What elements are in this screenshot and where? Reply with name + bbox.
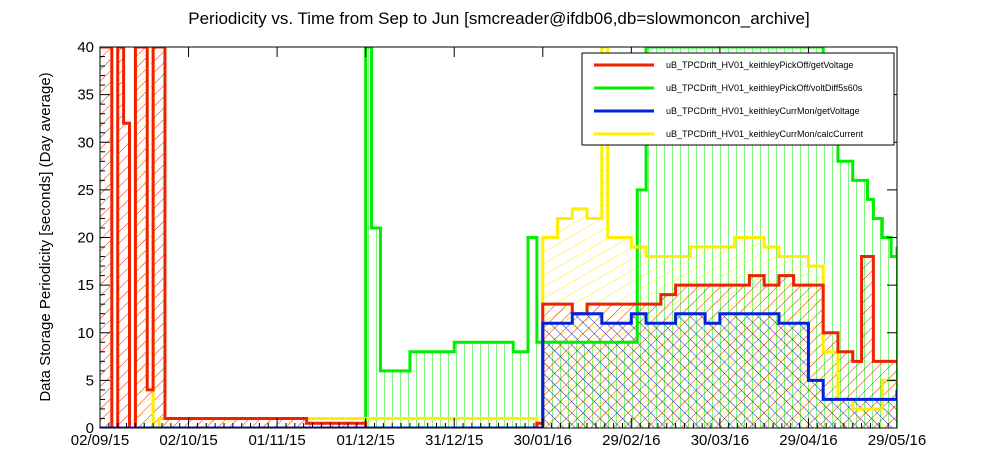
series-2-fill: [100, 313, 897, 428]
x-tick-label: 02/10/15: [159, 432, 217, 449]
x-axis: 02/09/15 02/10/15 01/11/15 01/12/15 31/12/15…: [71, 47, 926, 449]
chart-title: Periodicity vs. Time from Sep to Jun [sm…: [188, 9, 810, 28]
series-0-line: [100, 47, 897, 428]
y-axis-title: Data Storage Periodicity [seconds] (Day …: [37, 72, 54, 401]
x-tick-label: 29/05/16: [868, 432, 926, 449]
legend: uB_TPCDrift_HV01_keithleyPickOff/getVolt…: [581, 52, 895, 146]
x-tick-label: 29/02/16: [602, 432, 660, 449]
y-tick-label: 10: [77, 325, 94, 342]
x-tick-label: 01/11/15: [248, 432, 305, 449]
legend-label-2: uB_TPCDrift_HV01_keithleyCurrMon/getVolt…: [666, 106, 860, 116]
x-tick-label: 31/12/15: [425, 432, 483, 449]
y-axis: 0 5 10 15 20 25 30 35 40: [77, 39, 897, 437]
legend-label-1: uB_TPCDrift_HV01_keithleyPickOff/voltDif…: [666, 83, 863, 93]
legend-label-3: uB_TPCDrift_HV01_keithleyCurrMon/calcCur…: [666, 129, 864, 139]
y-tick-label: 40: [77, 39, 94, 56]
x-tick-label: 01/12/15: [336, 432, 394, 449]
x-tick-label: 02/09/15: [71, 432, 129, 449]
legend-box: [581, 52, 895, 146]
y-tick-label: 15: [77, 277, 94, 294]
y-tick-label: 5: [86, 372, 94, 389]
x-tick-label: 30/01/16: [514, 432, 572, 449]
y-tick-label: 30: [77, 134, 94, 151]
x-tick-label: 29/04/16: [779, 432, 837, 449]
y-tick-label: 25: [77, 182, 94, 199]
x-tick-label: 30/03/16: [691, 432, 749, 449]
y-tick-label: 0: [86, 420, 94, 437]
series-1-line: [100, 47, 897, 428]
y-tick-label: 35: [77, 87, 94, 104]
y-tick-label: 20: [77, 230, 94, 247]
legend-label-0: uB_TPCDrift_HV01_keithleyPickOff/getVolt…: [666, 60, 853, 70]
series-2-line: [100, 312, 897, 428]
